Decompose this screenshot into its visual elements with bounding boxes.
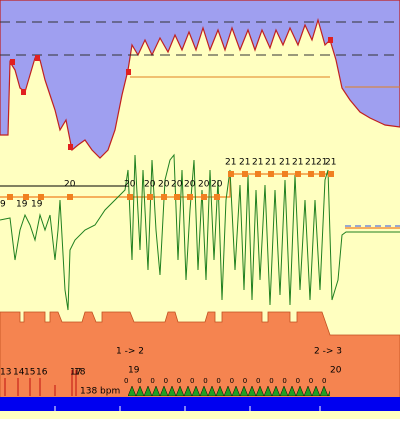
- heart-rate: 138 bpm: [80, 387, 120, 397]
- lap-number: 13: [0, 368, 11, 378]
- level-label: 21: [292, 158, 303, 168]
- level-label: 20: [211, 180, 223, 190]
- interval-markers: [128, 384, 330, 396]
- signal-line: [0, 153, 400, 311]
- interval-marker: 0: [203, 377, 207, 385]
- level-label: 21: [279, 158, 290, 168]
- level-label: 9: [0, 200, 6, 210]
- step-marker: [187, 194, 193, 200]
- lap-ticks: [4, 370, 77, 396]
- interval-marker: 0: [177, 377, 181, 385]
- interval-marker: 0: [164, 377, 168, 385]
- step-marker: [127, 194, 133, 200]
- interval-marker: 0: [256, 377, 260, 385]
- step-marker: [282, 171, 288, 177]
- step-marker: [201, 194, 207, 200]
- interval-marker: 0: [296, 377, 300, 385]
- level-label: 21: [325, 158, 336, 168]
- step-marker: [67, 194, 73, 200]
- level-label: 21: [316, 158, 327, 168]
- step-markers: [7, 171, 334, 200]
- step-marker: [308, 171, 314, 177]
- step-marker: [328, 171, 334, 177]
- step-marker: [161, 194, 167, 200]
- upper-area: [0, 0, 400, 159]
- transition-label: 2 -> 3: [314, 347, 342, 357]
- lap-number: 19: [128, 366, 140, 376]
- level-label: 21: [252, 158, 263, 168]
- interval-marker: 0: [124, 377, 128, 385]
- interval-marker: 0: [150, 377, 154, 385]
- level-label: 19: [31, 200, 43, 210]
- transition-label: 1 -> 2: [116, 347, 144, 357]
- level-label: 20: [144, 180, 156, 190]
- step-marker: [242, 171, 248, 177]
- red-markers: [10, 37, 333, 150]
- step-marker: [214, 194, 220, 200]
- step-marker: [147, 194, 153, 200]
- interval-marker: 0: [322, 377, 326, 385]
- step-marker: [7, 194, 13, 200]
- step-marker: [268, 171, 274, 177]
- lap-number: 14: [13, 368, 25, 378]
- level-label: 20: [198, 180, 210, 190]
- time-bar: [0, 397, 400, 411]
- step-marker: [23, 194, 29, 200]
- step-marker: [228, 171, 234, 177]
- interval-marker: 0: [190, 377, 194, 385]
- level-label: 21: [305, 158, 316, 168]
- step-line: [0, 173, 400, 229]
- lap-number: 18: [74, 368, 86, 378]
- level-label: 19: [16, 200, 28, 210]
- lap-number: 20: [330, 366, 342, 376]
- level-label: 20: [158, 180, 170, 190]
- interval-marker: 0: [309, 377, 313, 385]
- level-label: 21: [265, 158, 276, 168]
- level-label: 21: [239, 158, 250, 168]
- interval-marker: 0: [282, 377, 286, 385]
- lap-number: 17: [70, 368, 81, 378]
- step-marker: [255, 171, 261, 177]
- step-marker: [38, 194, 44, 200]
- lap-number: 16: [36, 368, 48, 378]
- interval-marker: 0: [216, 377, 220, 385]
- level-label: 20: [64, 180, 76, 190]
- interval-marker: 0: [269, 377, 273, 385]
- interval-marker: 0: [137, 377, 141, 385]
- lower-area: [0, 311, 400, 401]
- level-label: 20: [171, 180, 183, 190]
- level-label: 21: [225, 158, 236, 168]
- interval-marker: 0: [230, 377, 234, 385]
- level-label: 20: [124, 180, 136, 190]
- lap-number: 15: [24, 368, 35, 378]
- step-marker: [174, 194, 180, 200]
- time-ticks: [54, 406, 321, 411]
- level-label: 20: [184, 180, 196, 190]
- step-marker: [319, 171, 325, 177]
- step-marker: [295, 171, 301, 177]
- interval-marker: 0: [243, 377, 247, 385]
